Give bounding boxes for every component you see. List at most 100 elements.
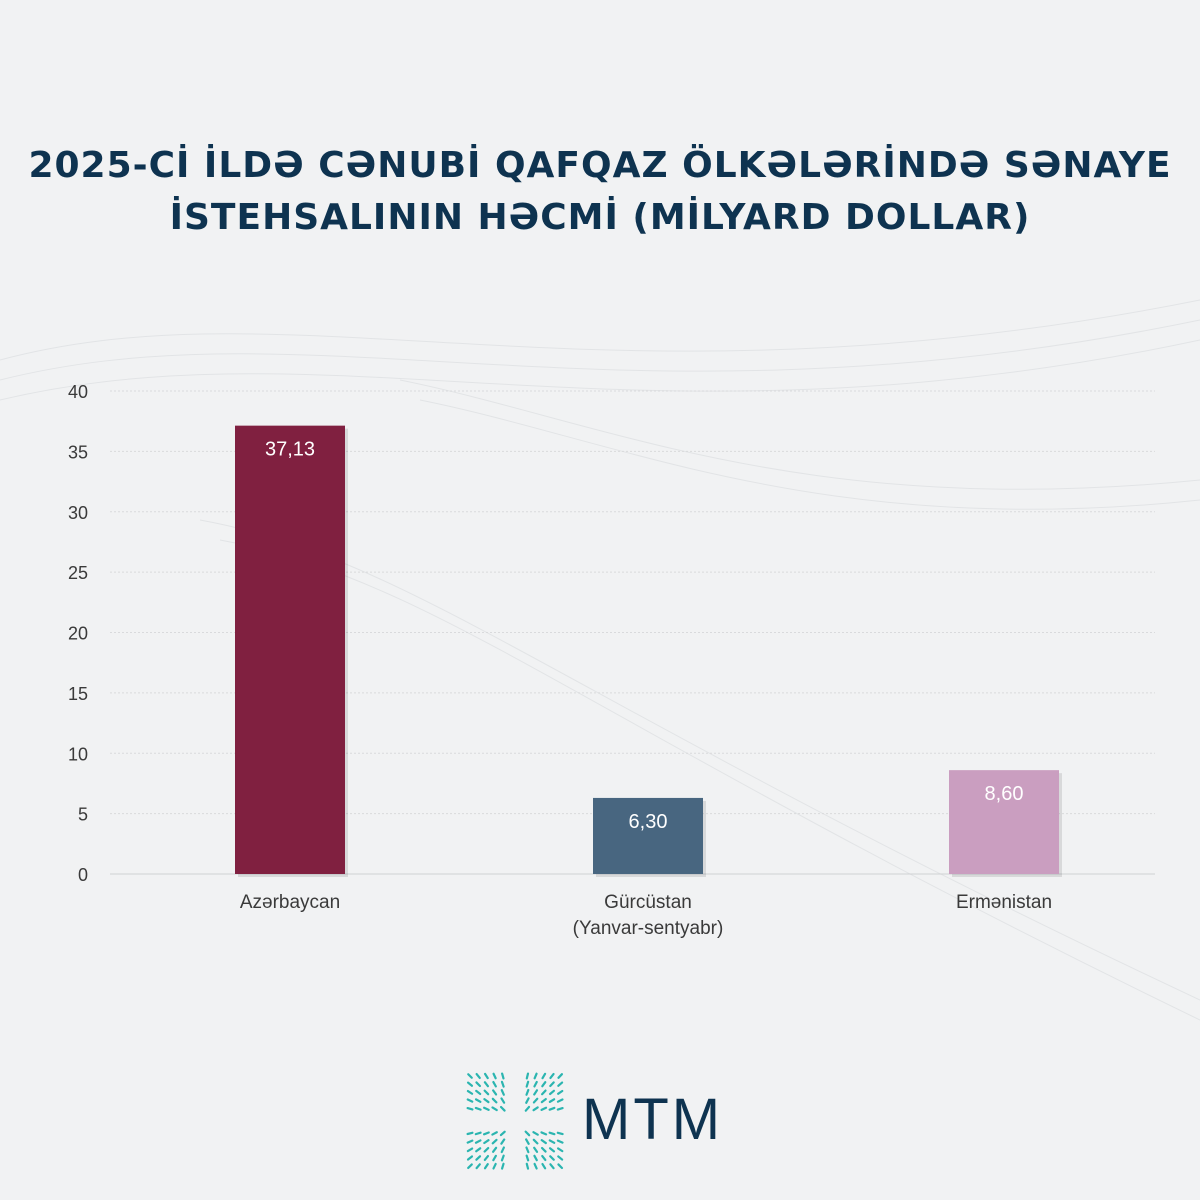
logo-dash <box>532 1131 539 1136</box>
logo-dash <box>541 1154 547 1162</box>
logo-dash <box>475 1072 481 1080</box>
logo-dash <box>500 1097 506 1104</box>
logo-dash <box>491 1097 498 1104</box>
logo-dash <box>475 1089 482 1096</box>
x-category-label: (Yanvar-sentyabr) <box>573 918 724 939</box>
logo-dash <box>483 1106 490 1111</box>
title-line-1: 2025-Cİ İLDƏ CƏNUBİ QAFQAZ ÖLKƏLƏRİNDƏ S… <box>28 145 1172 186</box>
logo-dash <box>466 1131 474 1136</box>
logo-dash <box>467 1163 473 1170</box>
logo-dash <box>500 1089 505 1096</box>
logo-dash <box>525 1162 530 1170</box>
logo-dash <box>500 1162 505 1170</box>
logo-dash <box>492 1162 497 1170</box>
logo-dash <box>474 1139 482 1144</box>
logo-dash <box>541 1081 547 1088</box>
bar <box>593 797 703 874</box>
logo-dash <box>466 1139 474 1144</box>
logo-dash <box>540 1146 547 1153</box>
logo-dash <box>525 1072 530 1080</box>
title-line-2: İSTEHSALININ HƏCMİ (MİLYARD DOLLAR) <box>169 197 1031 238</box>
logo-dash <box>540 1089 547 1096</box>
bar-sheen <box>235 425 345 874</box>
logo-dash <box>500 1146 505 1154</box>
logo-dash <box>483 1072 489 1080</box>
logo-dash <box>556 1106 564 1111</box>
logo-dash <box>483 1139 490 1145</box>
logo-dash <box>525 1080 530 1088</box>
logo-dash <box>540 1131 548 1136</box>
logo-dash <box>541 1162 547 1170</box>
logo-dash <box>548 1089 556 1096</box>
logo-dash <box>525 1138 530 1145</box>
logo-dash <box>548 1098 556 1103</box>
logo-dash <box>533 1162 538 1170</box>
logo-dash <box>474 1106 482 1111</box>
logo-dash <box>532 1097 539 1104</box>
logo-dash <box>467 1073 473 1079</box>
logo-dash <box>557 1089 564 1095</box>
logo-dash <box>483 1163 489 1170</box>
bar-value-label: 6,30 <box>629 811 668 833</box>
logo-dash <box>524 1105 531 1112</box>
y-tick-label: 35 <box>68 442 88 462</box>
logo-dash <box>541 1072 547 1080</box>
logo-dash <box>474 1098 482 1103</box>
logo-dash <box>548 1147 556 1153</box>
logo-dash <box>500 1138 506 1145</box>
logo-dash <box>483 1098 490 1104</box>
logo-dash <box>483 1146 490 1153</box>
logo-dash <box>549 1155 555 1161</box>
logo-dash <box>533 1154 538 1162</box>
y-tick-label: 10 <box>68 744 88 764</box>
y-tick-label: 5 <box>78 805 88 825</box>
logo-dash <box>466 1155 474 1161</box>
logo-dash <box>491 1131 498 1136</box>
logo-dash <box>499 1105 506 1112</box>
bar-value-label: 37,13 <box>265 439 315 461</box>
logo-dash <box>491 1146 498 1153</box>
logo-dash <box>524 1130 531 1137</box>
logo-dash <box>540 1139 547 1145</box>
logo-dash <box>492 1154 497 1162</box>
x-category-label: Azərbaycan <box>240 892 340 913</box>
y-tick-label: 0 <box>78 865 88 885</box>
logo-dash <box>499 1130 506 1137</box>
logo-dash <box>482 1131 490 1136</box>
logo-dash <box>548 1106 556 1111</box>
logo-dash <box>557 1073 564 1079</box>
logo-dash <box>533 1146 539 1153</box>
logo-text: MTM <box>582 1087 724 1152</box>
logo-dash <box>548 1139 556 1144</box>
bar-value-label: 8,60 <box>985 783 1024 805</box>
logo-dash <box>483 1081 490 1088</box>
logo-dash <box>466 1098 474 1103</box>
logo-dash <box>475 1163 481 1170</box>
logo-dash <box>466 1081 474 1087</box>
logo-dash <box>475 1147 482 1153</box>
logo-dash <box>525 1097 530 1104</box>
logo-dash <box>557 1163 564 1170</box>
logo-dash <box>475 1081 482 1088</box>
logo-dash <box>533 1080 538 1088</box>
y-tick-label: 40 <box>68 382 88 402</box>
logo-dash <box>533 1089 539 1096</box>
logo-dash <box>556 1098 564 1103</box>
logo-dash <box>549 1081 555 1088</box>
logo-dash <box>474 1131 482 1136</box>
bar <box>235 425 345 874</box>
logo-dash <box>491 1106 498 1112</box>
mtm-logo: MTM <box>466 1072 736 1172</box>
logo-dash <box>557 1155 564 1161</box>
logo-dash <box>532 1106 539 1112</box>
x-category-label: Gürcüstan <box>604 892 692 913</box>
mtm-logo-mark-icon <box>466 1072 564 1170</box>
logo-dash <box>466 1089 474 1095</box>
logo-dash <box>492 1072 497 1080</box>
logo-dash <box>540 1097 547 1104</box>
bar-sheen <box>949 770 1059 874</box>
logo-dash <box>491 1138 498 1145</box>
logo-dash <box>540 1106 548 1111</box>
logo-dash <box>549 1163 555 1170</box>
